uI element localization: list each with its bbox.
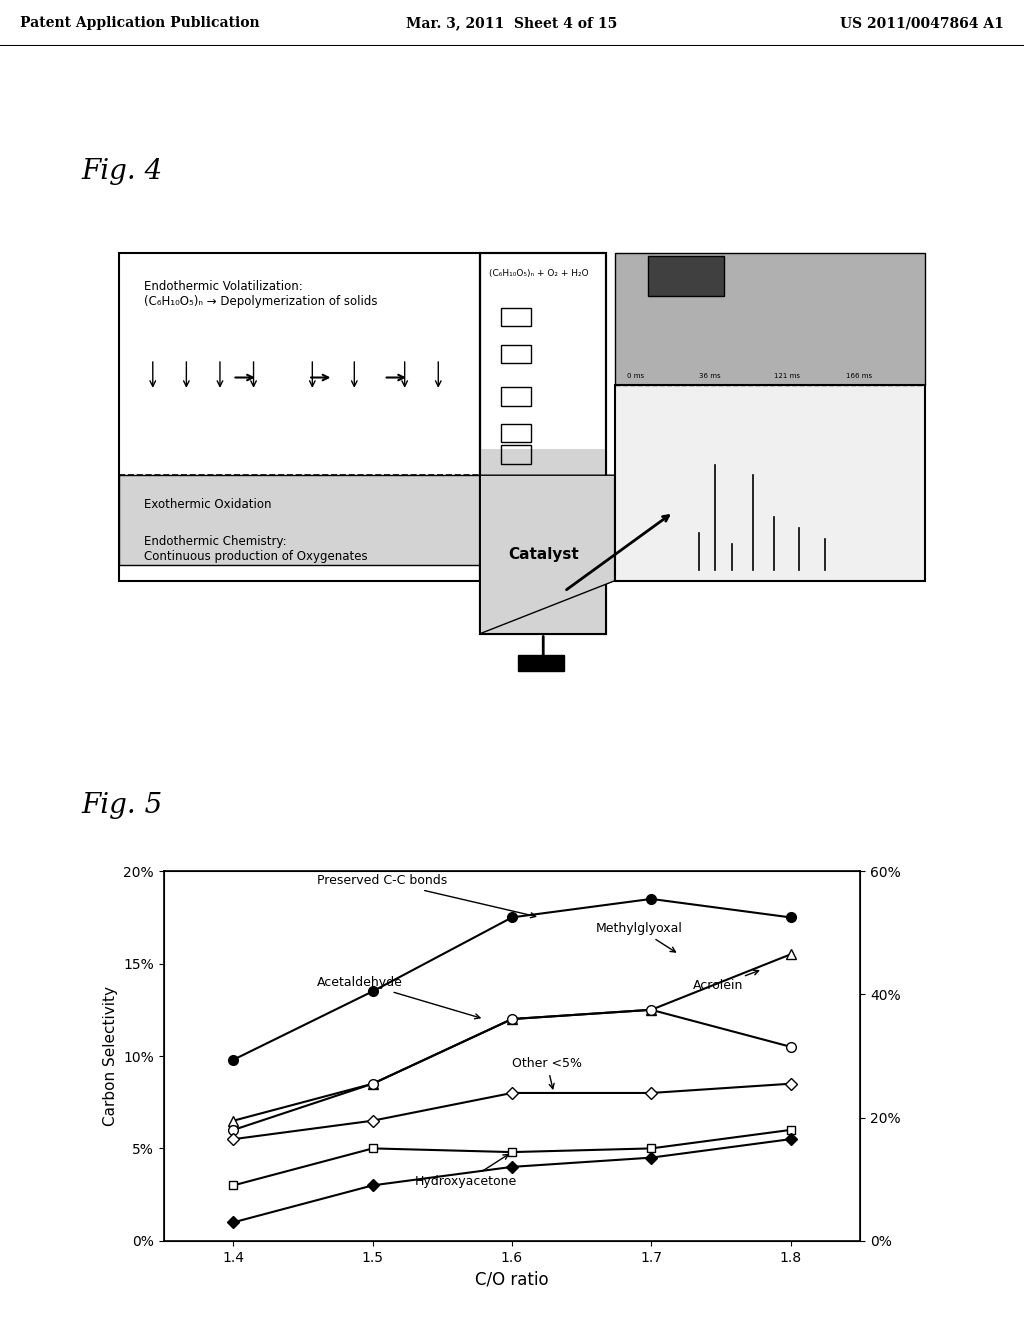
Text: Endothermic Chemistry:
Continuous production of Oxygenates: Endothermic Chemistry: Continuous produc… (144, 535, 368, 564)
Bar (480, 449, 606, 634)
Text: Hydroxyacetone: Hydroxyacetone (415, 1155, 517, 1188)
Text: Fig. 4: Fig. 4 (82, 158, 163, 185)
Bar (502, 387, 530, 405)
Text: Endothermic Volatilization:
(C₆H₁₀O₅)ₙ → Depolymerization of solids: Endothermic Volatilization: (C₆H₁₀O₅)ₙ →… (144, 280, 378, 308)
Bar (614, 253, 926, 385)
Bar (480, 253, 606, 634)
Bar (648, 256, 724, 296)
Bar (502, 424, 530, 442)
Bar (502, 445, 530, 463)
Text: Fig. 5: Fig. 5 (82, 792, 163, 818)
Text: 121 ms: 121 ms (774, 372, 800, 379)
Polygon shape (480, 475, 614, 634)
Bar (614, 385, 926, 581)
Bar (502, 345, 530, 363)
Text: Other <5%: Other <5% (512, 1057, 582, 1089)
Text: US 2011/0047864 A1: US 2011/0047864 A1 (840, 16, 1004, 30)
Text: Mar. 3, 2011  Sheet 4 of 15: Mar. 3, 2011 Sheet 4 of 15 (407, 16, 617, 30)
Text: Exothermic Oxidation: Exothermic Oxidation (144, 498, 272, 511)
Text: Preserved C-C bonds: Preserved C-C bonds (317, 874, 536, 917)
Bar (518, 655, 564, 671)
Text: Acetaldehyde: Acetaldehyde (317, 975, 480, 1019)
Text: Methylglyoxal: Methylglyoxal (596, 923, 682, 952)
Text: Catalyst: Catalyst (508, 546, 579, 562)
X-axis label: C/O ratio: C/O ratio (475, 1270, 549, 1288)
Text: 166 ms: 166 ms (846, 372, 871, 379)
Text: (C₆H₁₀O₅)ₙ + O₂ + H₂O: (C₆H₁₀O₅)ₙ + O₂ + H₂O (488, 269, 588, 279)
Text: 36 ms: 36 ms (698, 372, 720, 379)
Bar (480, 253, 606, 634)
Y-axis label: Carbon Selectivity: Carbon Selectivity (102, 986, 118, 1126)
Text: Patent Application Publication: Patent Application Publication (20, 16, 260, 30)
Text: 0 ms: 0 ms (627, 372, 644, 379)
Bar (119, 475, 480, 565)
Bar (119, 253, 480, 581)
Text: Acrolein: Acrolein (693, 970, 759, 993)
Bar (502, 308, 530, 326)
